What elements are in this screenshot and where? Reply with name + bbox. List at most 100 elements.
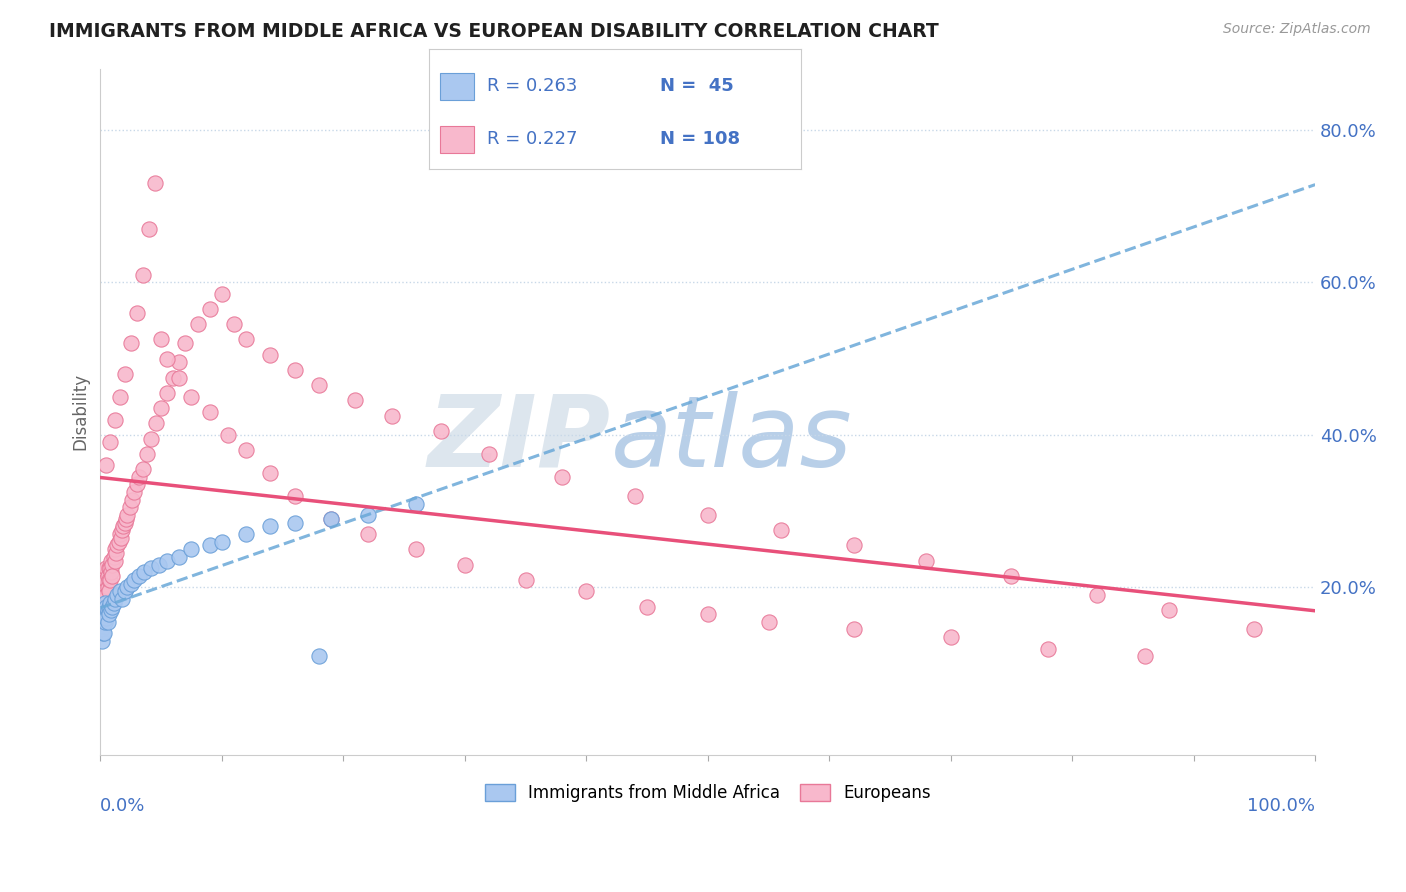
Text: ZIP: ZIP <box>427 391 610 488</box>
Point <box>120 336 142 351</box>
Point <box>90 623 112 637</box>
Point <box>128 569 150 583</box>
Point <box>103 596 125 610</box>
Point <box>150 401 173 416</box>
Point <box>551 470 574 484</box>
Point <box>91 607 114 622</box>
Point <box>96 573 118 587</box>
Point <box>1000 569 1022 583</box>
Y-axis label: Disability: Disability <box>72 374 89 450</box>
Point <box>259 519 281 533</box>
Point <box>124 573 146 587</box>
Point <box>91 603 114 617</box>
Point <box>93 607 115 622</box>
Point <box>96 611 118 625</box>
Point <box>91 626 114 640</box>
Point <box>696 508 718 522</box>
Point <box>636 599 658 614</box>
Point <box>222 317 245 331</box>
Point <box>91 588 114 602</box>
Point <box>97 561 120 575</box>
Legend: Immigrants from Middle Africa, Europeans: Immigrants from Middle Africa, Europeans <box>478 777 938 809</box>
Point <box>91 611 114 625</box>
Point <box>105 539 128 553</box>
Point <box>141 561 163 575</box>
Point <box>143 176 166 190</box>
Point <box>156 554 179 568</box>
Point <box>939 630 962 644</box>
Point <box>97 573 120 587</box>
Text: R = 0.263: R = 0.263 <box>486 78 576 95</box>
Point <box>356 508 378 522</box>
Point <box>101 558 124 572</box>
Point <box>211 286 233 301</box>
Bar <box>440 73 474 100</box>
Point <box>150 333 173 347</box>
Point <box>1085 588 1108 602</box>
Point <box>91 615 114 629</box>
Point <box>98 596 121 610</box>
Point <box>101 599 124 614</box>
Text: N = 108: N = 108 <box>659 130 740 148</box>
Point <box>842 623 865 637</box>
Point <box>169 549 191 564</box>
Point <box>138 221 160 235</box>
Point <box>97 581 120 595</box>
Point <box>515 573 537 587</box>
Point <box>105 588 128 602</box>
Point <box>132 565 155 579</box>
Text: atlas: atlas <box>610 391 852 488</box>
Point <box>308 649 330 664</box>
Point <box>124 485 146 500</box>
Point <box>94 569 117 583</box>
Point <box>769 523 792 537</box>
Point <box>96 588 118 602</box>
Point <box>100 554 122 568</box>
Point <box>96 599 118 614</box>
Point <box>132 462 155 476</box>
Point <box>356 527 378 541</box>
Text: 0.0%: 0.0% <box>100 797 146 814</box>
Point <box>103 549 125 564</box>
Point <box>100 603 122 617</box>
Point <box>90 633 112 648</box>
Point <box>381 409 404 423</box>
Point <box>321 512 343 526</box>
Point <box>104 554 127 568</box>
Point <box>111 523 134 537</box>
Point <box>174 336 197 351</box>
Point <box>198 539 221 553</box>
Point <box>105 546 128 560</box>
Point <box>98 573 121 587</box>
Point <box>98 435 121 450</box>
Point <box>135 447 157 461</box>
Point <box>575 584 598 599</box>
Point <box>115 581 138 595</box>
Point <box>118 500 141 515</box>
Point <box>104 542 127 557</box>
Point <box>162 370 184 384</box>
Point <box>235 333 257 347</box>
Point <box>235 527 257 541</box>
Point <box>217 427 239 442</box>
Point <box>186 317 208 331</box>
Point <box>97 603 120 617</box>
Point <box>198 405 221 419</box>
Point <box>107 534 129 549</box>
Point <box>284 363 307 377</box>
Point <box>97 569 120 583</box>
Point <box>758 615 780 629</box>
Point <box>97 615 120 629</box>
Point <box>110 531 132 545</box>
Point <box>101 569 124 583</box>
Point <box>259 466 281 480</box>
Point <box>284 489 307 503</box>
Point <box>145 417 167 431</box>
Point <box>93 596 115 610</box>
Point <box>112 519 135 533</box>
Point <box>429 424 451 438</box>
Point <box>180 390 202 404</box>
Point <box>148 558 170 572</box>
Point <box>405 496 427 510</box>
Point <box>97 584 120 599</box>
